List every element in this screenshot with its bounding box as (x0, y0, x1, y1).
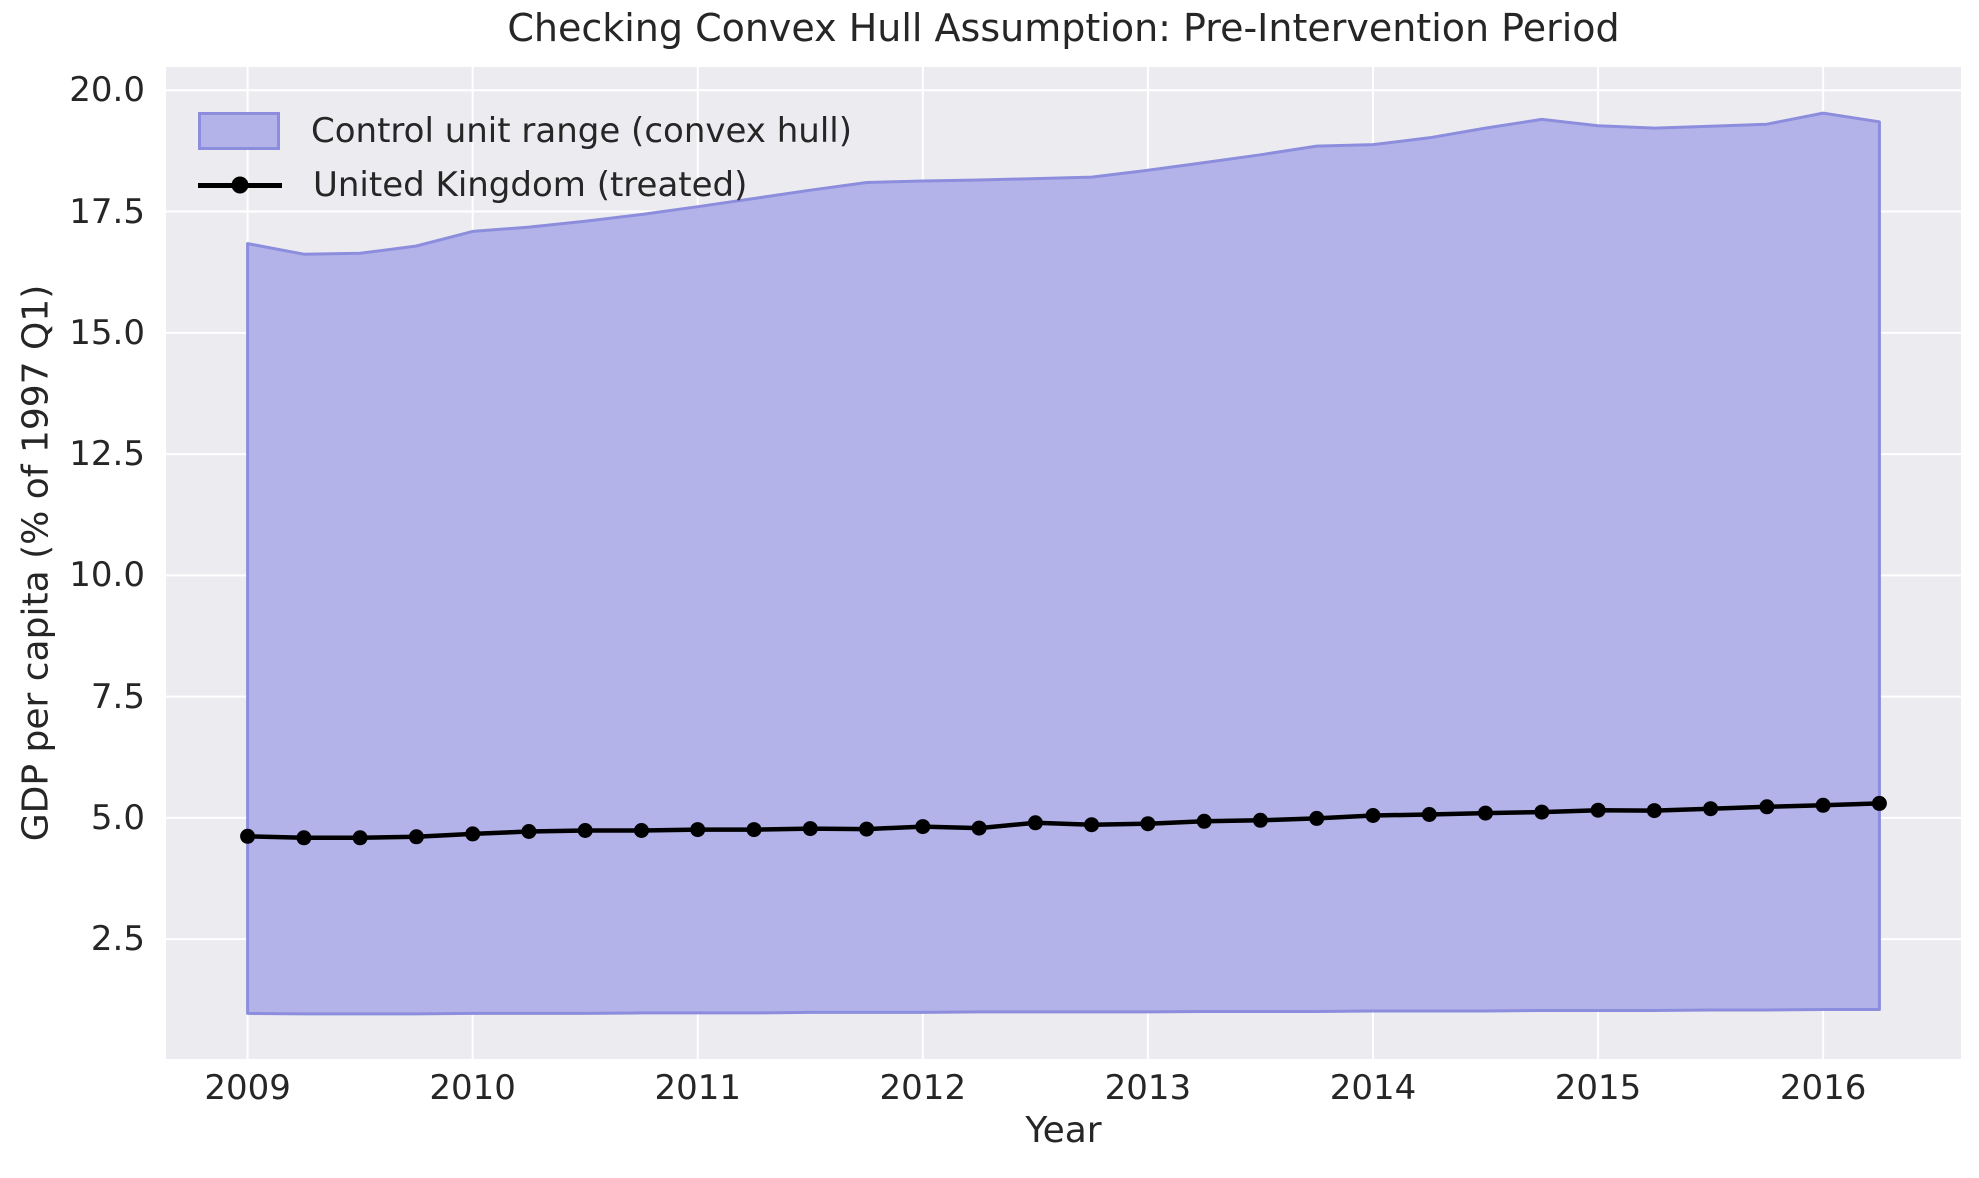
x-tick-label: 2016 (1779, 1068, 1867, 1108)
band-swatch-icon (198, 112, 280, 150)
treated-line (245, 801, 1882, 841)
x-tick-label: 2011 (654, 1068, 741, 1108)
treated-marker (915, 819, 931, 835)
x-tick-label: 2009 (204, 1068, 291, 1108)
treated-marker (352, 830, 368, 846)
treated-marker (1140, 816, 1156, 832)
x-tick-label: 2012 (879, 1068, 967, 1108)
treated-marker (634, 823, 649, 838)
y-axis-label: GDP per capita (% of 1997 Q1) (15, 284, 57, 842)
legend-band-label: Control unit range (convex hull) (311, 111, 852, 151)
y-tick-label: 20.0 (69, 70, 145, 111)
legend: Control unit range (convex hull) United … (198, 104, 852, 212)
line-marker-swatch-icon (198, 176, 282, 194)
treated-marker (240, 828, 256, 844)
legend-row-band: Control unit range (convex hull) (198, 104, 852, 158)
treated-marker (1365, 808, 1381, 823)
x-tick-label: 2014 (1329, 1068, 1417, 1108)
legend-treated-label: United Kingdom (treated) (313, 165, 748, 205)
treated-marker (1309, 810, 1325, 826)
marker-dot-icon (231, 176, 249, 194)
y-tick-label: 15.0 (69, 312, 145, 353)
y-tick-label: 5.0 (90, 797, 145, 838)
treated-marker (802, 821, 818, 837)
x-tick-label: 2010 (429, 1068, 516, 1108)
y-tick-label: 10.0 (69, 555, 145, 596)
x-axis-label: Year (1025, 1110, 1102, 1151)
treated-marker (1703, 801, 1719, 817)
treated-marker (1252, 812, 1268, 828)
treated-marker (1815, 797, 1831, 813)
treated-marker (465, 826, 481, 842)
treated-marker (296, 830, 312, 846)
treated-marker (408, 829, 424, 845)
treated-marker (577, 823, 593, 838)
treated-marker (1084, 817, 1100, 833)
treated-marker (971, 820, 987, 836)
treated-marker (859, 821, 875, 837)
treated-marker (1646, 803, 1662, 819)
x-tick-label: 2015 (1554, 1068, 1642, 1108)
treated-marker (746, 822, 762, 838)
y-tick-label: 17.5 (69, 191, 145, 232)
treated-marker (1590, 802, 1606, 818)
treated-marker (1196, 813, 1212, 829)
y-tick-label: 2.5 (90, 919, 145, 960)
treated-marker (690, 822, 706, 838)
x-tick-label: 2013 (1104, 1068, 1192, 1108)
y-tick-label: 7.5 (90, 676, 145, 717)
treated-marker (1759, 799, 1775, 815)
treated-marker (1534, 804, 1550, 820)
legend-row-treated: United Kingdom (treated) (198, 158, 852, 212)
treated-marker (1027, 815, 1043, 831)
chart-title: Checking Convex Hull Assumption: Pre-Int… (507, 6, 1620, 50)
treated-marker (521, 824, 537, 839)
treated-marker (1421, 807, 1437, 822)
control-range-band (246, 111, 1881, 1016)
treated-marker (1478, 805, 1493, 821)
treated-marker (1871, 795, 1887, 811)
y-tick-label: 12.5 (69, 434, 145, 475)
